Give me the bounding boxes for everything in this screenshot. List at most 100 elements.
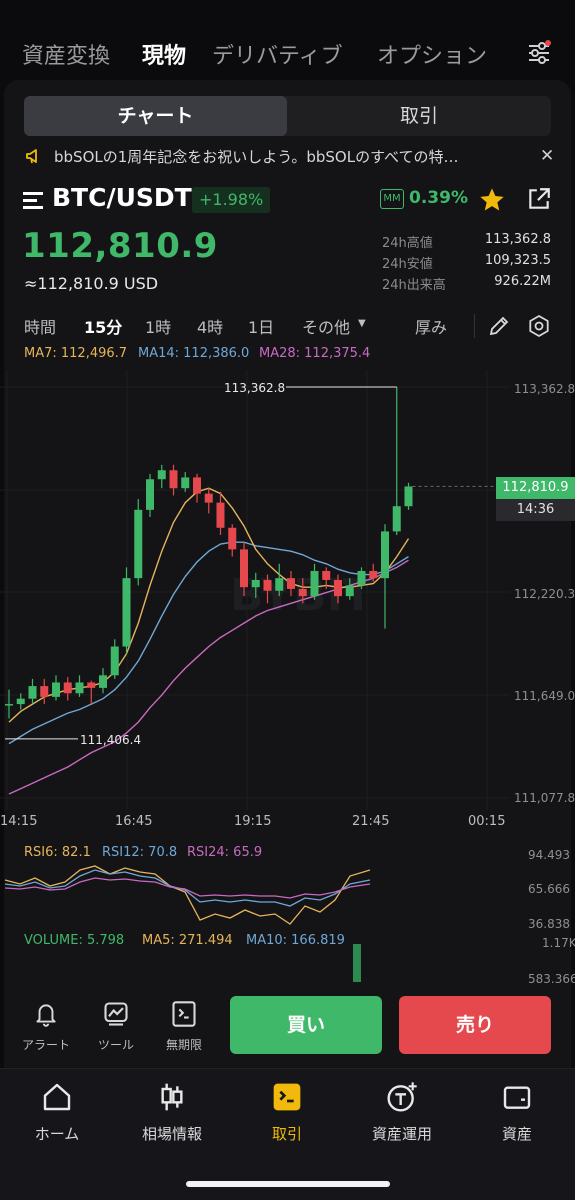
candle-body [251,579,260,588]
candle-body [369,570,378,579]
candle-body [287,578,295,589]
star-icon[interactable] [478,186,506,218]
ma14-legend: MA14: 112,386.0 [138,346,250,361]
ma7-legend: MA7: 112,496.7 [24,346,128,361]
candle-body [240,549,248,588]
candle-body [345,585,354,597]
candle-body [157,470,166,480]
volume-value: 926.22M [494,274,551,289]
candle-body [357,570,366,586]
candle-body [392,506,401,532]
volume-tick: 583.366 [528,972,575,986]
perpetual-button[interactable]: 無期限 [154,1000,214,1053]
low-label: 24h安値 [382,257,433,272]
chevron-down-icon: ▼ [358,318,366,329]
ma14-line [8,541,409,745]
rsi12-line [4,869,371,907]
candle-body [404,486,413,507]
chart-tool-icon [104,1002,128,1026]
chart-segment-button[interactable]: チャート [24,96,287,136]
rsi-chart [4,865,371,925]
volume-ma5-legend: MA5: 271.494 [142,933,233,948]
perpetual-label: 無期限 [165,1038,202,1052]
candle-body [381,531,389,579]
timeframe-1h[interactable]: 1時 [145,318,172,337]
trade-segment-button[interactable]: 取引 [399,105,438,127]
tab-spot[interactable]: 現物 [142,44,187,69]
y-tick: 111,649.0 [514,689,575,703]
announcement-text[interactable]: bbSOLの1周年記念をお祝いしよう。bbSOLのすべての特… [54,148,459,166]
trading-pair[interactable]: BTC/USDT [52,183,192,212]
perpetual-icon [172,1001,196,1027]
alert-button[interactable]: アラート [16,1000,76,1053]
rsi24-line [4,877,371,899]
rsi24-legend: RSI24: 65.9 [187,845,263,860]
nav-assets-label: 資産 [501,1125,532,1143]
nav-trade[interactable]: 取引 [237,1081,337,1144]
tab-options[interactable]: オプション [377,44,488,69]
pencil-icon[interactable] [487,314,511,342]
price-change-badge: +1.98% [192,187,271,213]
high-value: 113,362.8 [484,232,551,247]
buy-button[interactable]: 買い [230,996,382,1054]
settings-sliders-icon[interactable] [526,40,552,70]
candle-body [40,686,49,697]
usd-price: ≈112,810.9 USD [24,274,159,293]
alert-label: アラート [21,1038,70,1052]
candlestick-chart[interactable]: BYBIT [0,370,575,810]
sell-button[interactable]: 売り [399,996,551,1054]
low-value: 109,323.5 [484,253,551,268]
gear-icon[interactable] [527,314,551,342]
mm-badge: MM [380,189,404,209]
candle-body [134,509,143,579]
close-icon[interactable]: ✕ [540,146,555,166]
timeframe-more[interactable]: その他 [302,318,351,337]
bottom-nav: ホーム 相場情報 取引 資産運用 資産 [0,1068,575,1200]
timeframe-4h[interactable]: 4時 [197,318,224,337]
high-label: 24h高値 [382,236,433,251]
candle-body [193,477,201,494]
divider [474,314,475,338]
candle-body [110,646,119,676]
nav-earn[interactable]: 資産運用 [352,1081,452,1144]
rsi12-legend: RSI12: 70.8 [102,845,178,860]
volume-label: 24h出来高 [382,278,446,293]
volume-bar [353,944,361,982]
current-price-tag: 112,810.9 [496,477,575,499]
candle-body [87,682,96,688]
home-icon [43,1083,71,1111]
candle-body [75,682,84,694]
nav-home[interactable]: ホーム [7,1081,107,1144]
candle-body [322,570,331,580]
wallet-icon [503,1086,531,1109]
candle-body [5,704,13,706]
ma28-legend: MA28: 112,375.4 [259,346,371,361]
candle-body [122,578,131,647]
home-indicator [186,1181,390,1187]
tool-button[interactable]: ツール [86,1000,146,1053]
nav-markets-label: 相場情報 [141,1125,202,1143]
tether-coin-icon [387,1082,417,1112]
tab-derivatives[interactable]: デリバティブ [212,44,343,69]
candle-body [204,493,213,503]
volume-legend: VOLUME: 5.798 [24,933,125,948]
last-price: 112,810.9 [22,226,218,266]
pair-menu-icon[interactable] [22,190,46,214]
top-nav: 資産変換 現物 デリバティブ オプション [0,30,575,80]
nav-home-label: ホーム [34,1125,80,1143]
tab-asset-convert[interactable]: 資産変換 [22,44,111,69]
timeframe-time[interactable]: 時間 [24,318,57,337]
nav-markets[interactable]: 相場情報 [122,1081,222,1144]
y-tick: 113,362.8 [514,382,575,396]
x-tick: 21:45 [352,814,390,829]
timeframe-1d[interactable]: 1日 [248,318,275,337]
rsi-tick: 94.493 [528,848,570,862]
bell-icon [36,1004,56,1027]
depth-button[interactable]: 厚み [415,318,448,337]
countdown-tag: 14:36 [496,499,575,521]
timeframe-15m[interactable]: 15分 [84,318,123,337]
nav-assets[interactable]: 資産 [467,1081,567,1144]
x-tick: 16:45 [115,814,153,829]
x-tick: 19:15 [234,814,272,829]
share-icon[interactable] [526,186,552,216]
